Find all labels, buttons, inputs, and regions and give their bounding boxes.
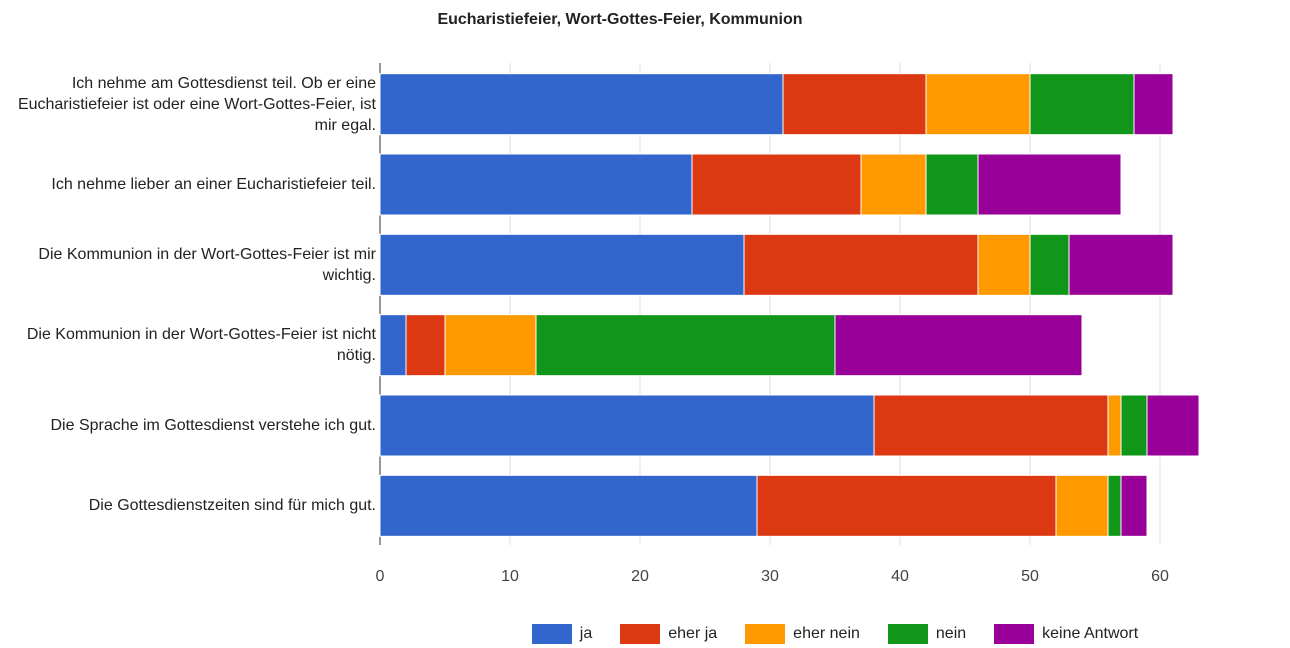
category-label: Die Kommunion in der Wort-Gottes-Feier i… [38,245,376,284]
bar-segment [782,73,927,136]
bar-segment [925,153,979,216]
x-tick-label: 60 [1151,568,1169,585]
legend-item: keine Antwort [994,624,1138,644]
legend-item: nein [887,624,967,644]
category-label: Die Kommunion in der Wort-Gottes-Feier i… [26,326,376,365]
bar-segment [405,314,446,377]
legend-label: ja [579,625,593,642]
bar-segment [1133,73,1174,136]
bar-segment [977,153,1122,216]
bar-segment [1055,474,1109,537]
x-tick-label: 40 [891,568,909,585]
bar-segment [444,314,537,377]
x-tick-label: 20 [631,568,649,585]
bar-segment [379,153,693,216]
category-label: Ich nehme lieber an einer Eucharistiefei… [51,176,376,193]
bar-segment [379,474,758,537]
category-label: Ich nehme am Gottesdienst teil. Ob er ei… [17,74,376,134]
legend-label: eher ja [668,625,718,642]
category-label: Die Sprache im Gottesdienst verstehe ich… [50,417,377,434]
bar-segment [977,233,1031,296]
x-tick-label: 10 [501,568,519,585]
bar-segment [925,73,1031,136]
legend-label: nein [935,625,967,642]
bar-segment [834,314,1083,377]
legend: ja eher ja eher nein nein keine Antwort [480,624,1190,644]
category-label: Die Gottesdienstzeiten sind für mich gut… [88,497,376,515]
bar-segment [873,394,1109,457]
legend-swatch [620,624,661,644]
bar-segment [379,233,745,296]
legend-swatch [994,624,1035,644]
legend-swatch [531,624,572,644]
legend-label: keine Antwort [1042,625,1139,642]
x-tick-label: 0 [376,568,385,585]
bar-segment [379,73,784,136]
chart-title: Eucharistiefeier, Wort-Gottes-Feier, Kom… [437,11,802,28]
bar-segment [756,474,1057,537]
bar-segment [1107,474,1122,537]
legend-swatch [745,624,786,644]
bar-segment [379,394,875,457]
bar-segment [1120,394,1148,457]
legend-swatch [887,624,928,644]
bar-segment [1029,233,1070,296]
x-tick-label: 30 [761,568,779,585]
legend-item: ja [531,624,593,644]
bar-segment [1146,394,1200,457]
legend-label: eher nein [793,625,860,642]
legend-item: eher nein [745,624,860,644]
bar-segment [743,233,979,296]
bar-segment [1068,233,1174,296]
x-tick-label: 50 [1021,568,1039,585]
bar-segment [1029,73,1135,136]
bar-segment [535,314,836,377]
bar-segment [379,314,407,377]
bar-segment [691,153,862,216]
bar-segment [860,153,927,216]
bar-segment [1107,394,1122,457]
legend-item: eher ja [620,624,717,644]
bar-segment [1120,474,1148,537]
